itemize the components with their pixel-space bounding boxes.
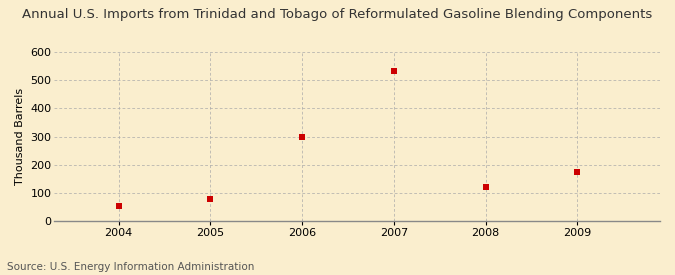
Point [389, 68, 400, 73]
Point [572, 170, 583, 174]
Point [481, 185, 491, 189]
Text: Annual U.S. Imports from Trinidad and Tobago of Reformulated Gasoline Blending C: Annual U.S. Imports from Trinidad and To… [22, 8, 653, 21]
Point [205, 197, 216, 201]
Y-axis label: Thousand Barrels: Thousand Barrels [15, 88, 25, 185]
Point [297, 134, 308, 139]
Text: Source: U.S. Energy Information Administration: Source: U.S. Energy Information Administ… [7, 262, 254, 272]
Point [113, 204, 124, 209]
